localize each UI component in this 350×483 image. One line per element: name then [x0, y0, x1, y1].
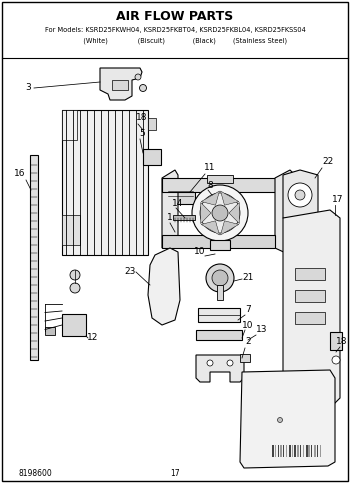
Circle shape [295, 190, 305, 200]
Text: 13: 13 [256, 326, 268, 335]
Bar [207, 175, 233, 183]
Polygon shape [100, 68, 142, 100]
Bar [303, 445, 304, 457]
Bar [62, 215, 80, 245]
Polygon shape [162, 178, 285, 192]
Text: 5: 5 [139, 128, 145, 138]
Text: 2: 2 [245, 338, 251, 346]
Text: 21: 21 [242, 273, 254, 283]
Bar [240, 354, 250, 362]
Text: For Models: KSRD25FKWH04, KSRD25FKBT04, KSRD25FKBL04, KSRD25FKSS04: For Models: KSRD25FKWH04, KSRD25FKBT04, … [44, 27, 306, 33]
Polygon shape [201, 221, 219, 235]
Text: AIR FLOW PARTS: AIR FLOW PARTS [117, 10, 234, 23]
Bar [278, 445, 279, 457]
Circle shape [70, 283, 80, 293]
Polygon shape [201, 202, 211, 224]
Text: 17: 17 [170, 469, 180, 479]
Text: 8: 8 [207, 181, 213, 189]
Bar [275, 445, 276, 457]
Bar [165, 185, 195, 204]
Circle shape [70, 270, 80, 280]
Bar [294, 445, 296, 457]
Bar [295, 290, 325, 302]
Text: 23: 23 [124, 268, 136, 276]
Polygon shape [162, 170, 178, 248]
Circle shape [206, 264, 234, 292]
Bar [300, 445, 301, 457]
Circle shape [135, 74, 141, 80]
Bar [295, 268, 325, 280]
Bar [295, 312, 325, 324]
Polygon shape [283, 210, 340, 408]
Bar [306, 445, 308, 457]
Bar [143, 149, 161, 165]
Circle shape [288, 183, 312, 207]
Polygon shape [196, 355, 244, 382]
Text: 1: 1 [167, 213, 173, 223]
Bar [320, 445, 321, 457]
Bar [173, 215, 195, 220]
Circle shape [207, 360, 213, 366]
Circle shape [278, 417, 282, 423]
Bar [62, 314, 86, 336]
Bar [217, 285, 223, 300]
Circle shape [332, 356, 340, 364]
Circle shape [227, 360, 233, 366]
Text: 12: 12 [87, 333, 99, 342]
Bar [280, 445, 282, 457]
Polygon shape [148, 248, 180, 325]
Bar [289, 445, 291, 457]
Polygon shape [162, 235, 275, 248]
Polygon shape [220, 221, 239, 235]
Bar [62, 110, 148, 255]
Text: 18: 18 [136, 114, 148, 123]
Circle shape [140, 85, 147, 91]
Circle shape [307, 382, 313, 388]
Bar [311, 445, 313, 457]
Text: (White)              (Biscuit)             (Black)        (Stainless Steel): (White) (Biscuit) (Black) (Stainless Ste… [62, 38, 288, 44]
Bar [330, 332, 342, 350]
Polygon shape [275, 170, 295, 255]
Polygon shape [201, 191, 219, 205]
Text: 10: 10 [242, 321, 254, 329]
Bar [314, 445, 316, 457]
Bar [62, 110, 77, 140]
Bar [286, 445, 287, 457]
Bar [272, 445, 274, 457]
Text: 11: 11 [204, 164, 216, 172]
Circle shape [212, 205, 228, 221]
Bar [148, 118, 156, 130]
Circle shape [200, 193, 240, 233]
Text: 16: 16 [14, 169, 26, 177]
Polygon shape [240, 370, 335, 468]
Circle shape [212, 270, 228, 286]
Bar [30, 155, 38, 360]
Bar [196, 330, 242, 340]
Bar [297, 445, 299, 457]
Polygon shape [229, 202, 239, 224]
Polygon shape [283, 170, 318, 222]
Text: 17: 17 [332, 196, 344, 204]
Text: 7: 7 [245, 306, 251, 314]
Text: 10: 10 [194, 247, 206, 256]
Polygon shape [220, 191, 239, 205]
Circle shape [192, 185, 248, 241]
Text: 3: 3 [25, 84, 31, 93]
Bar [112, 80, 128, 90]
Bar [198, 308, 240, 322]
Bar [210, 240, 230, 250]
Bar [292, 445, 293, 457]
Text: 14: 14 [172, 199, 184, 208]
Text: 22: 22 [322, 157, 334, 167]
Bar [308, 445, 310, 457]
Bar [283, 445, 285, 457]
Bar [317, 445, 318, 457]
Text: 18: 18 [336, 338, 348, 346]
Bar [45, 327, 55, 335]
Text: 8198600: 8198600 [18, 469, 52, 479]
